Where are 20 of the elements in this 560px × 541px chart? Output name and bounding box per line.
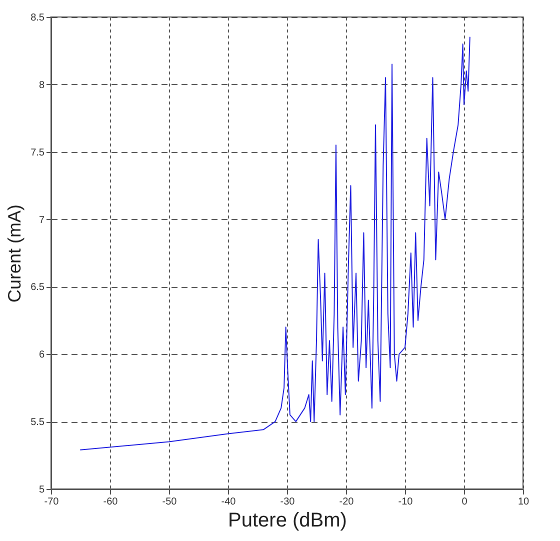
line-series bbox=[80, 36, 470, 450]
y-tick-label: 6.5 bbox=[30, 282, 45, 294]
x-tick-label: -30 bbox=[280, 496, 296, 508]
y-tick-label: 8.5 bbox=[30, 12, 45, 24]
x-axis-title: Putere (dBm) bbox=[228, 510, 347, 532]
x-tick-label: -60 bbox=[103, 496, 118, 508]
x-tick-label: -10 bbox=[398, 496, 414, 508]
y-tick-label: 7.5 bbox=[30, 147, 45, 158]
x-tick-label: 10 bbox=[518, 496, 530, 508]
y-tick-label: 5.5 bbox=[30, 417, 45, 428]
y-tick-label: 7 bbox=[38, 214, 45, 226]
y-tick-label: 6 bbox=[38, 350, 45, 361]
x-tick-label: -40 bbox=[221, 496, 236, 508]
y-axis-title: Curent (mA) bbox=[4, 204, 25, 303]
x-tick-label: -50 bbox=[162, 496, 178, 508]
x-tick-label: -70 bbox=[44, 496, 60, 508]
x-tick-label: -20 bbox=[339, 496, 354, 508]
x-tick-label: 0 bbox=[462, 496, 468, 508]
y-tick-label: 8 bbox=[38, 80, 45, 91]
y-tick-label: 5 bbox=[38, 484, 45, 496]
